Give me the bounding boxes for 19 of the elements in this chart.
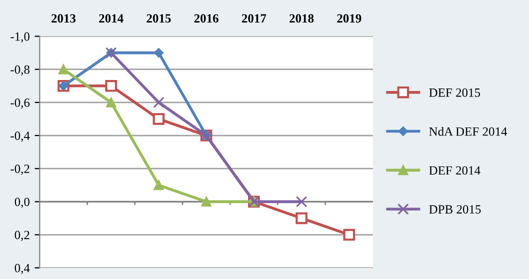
- legend-label: DEF 2015: [429, 88, 480, 97]
- y-tick-label: 0,0: [14, 198, 30, 208]
- y-tick-label: -0,6: [10, 98, 30, 109]
- y-tick-label: -0,8: [10, 65, 30, 76]
- legend-label: DEF 2014: [429, 166, 480, 175]
- y-tick-label: -1,0: [10, 32, 30, 43]
- x-tick-label: 2016: [194, 14, 218, 23]
- x-tick-label: 2017: [242, 14, 266, 23]
- legend-label: DPB 2015: [429, 205, 481, 214]
- x-tick-label: 2018: [290, 14, 314, 23]
- x-tick-label: 2014: [99, 14, 124, 23]
- x-tick-label: 2019: [337, 14, 362, 23]
- y-tick-label: -0,2: [10, 164, 30, 175]
- x-tick-label: 2013: [52, 14, 76, 23]
- y-tick-label: 0,4: [14, 264, 30, 274]
- y-tick-label: 0,2: [14, 230, 30, 242]
- y-tick-label: -0,4: [10, 132, 30, 142]
- x-tick-label: 2015: [146, 14, 171, 23]
- legend-label: NdA DEF 2014: [429, 126, 508, 136]
